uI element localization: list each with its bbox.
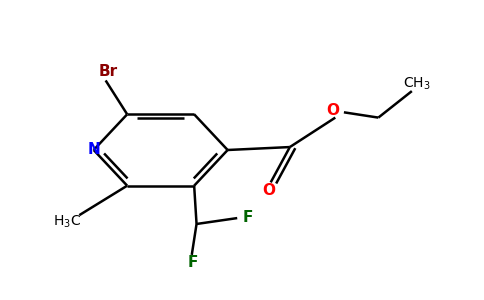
Text: O: O	[262, 183, 275, 198]
Text: Br: Br	[98, 64, 118, 79]
Text: CH$_3$: CH$_3$	[403, 76, 430, 92]
Text: N: N	[87, 142, 100, 158]
Text: O: O	[326, 103, 339, 118]
Text: F: F	[242, 210, 253, 225]
Text: H$_3$C: H$_3$C	[53, 213, 81, 230]
Text: F: F	[187, 255, 198, 270]
